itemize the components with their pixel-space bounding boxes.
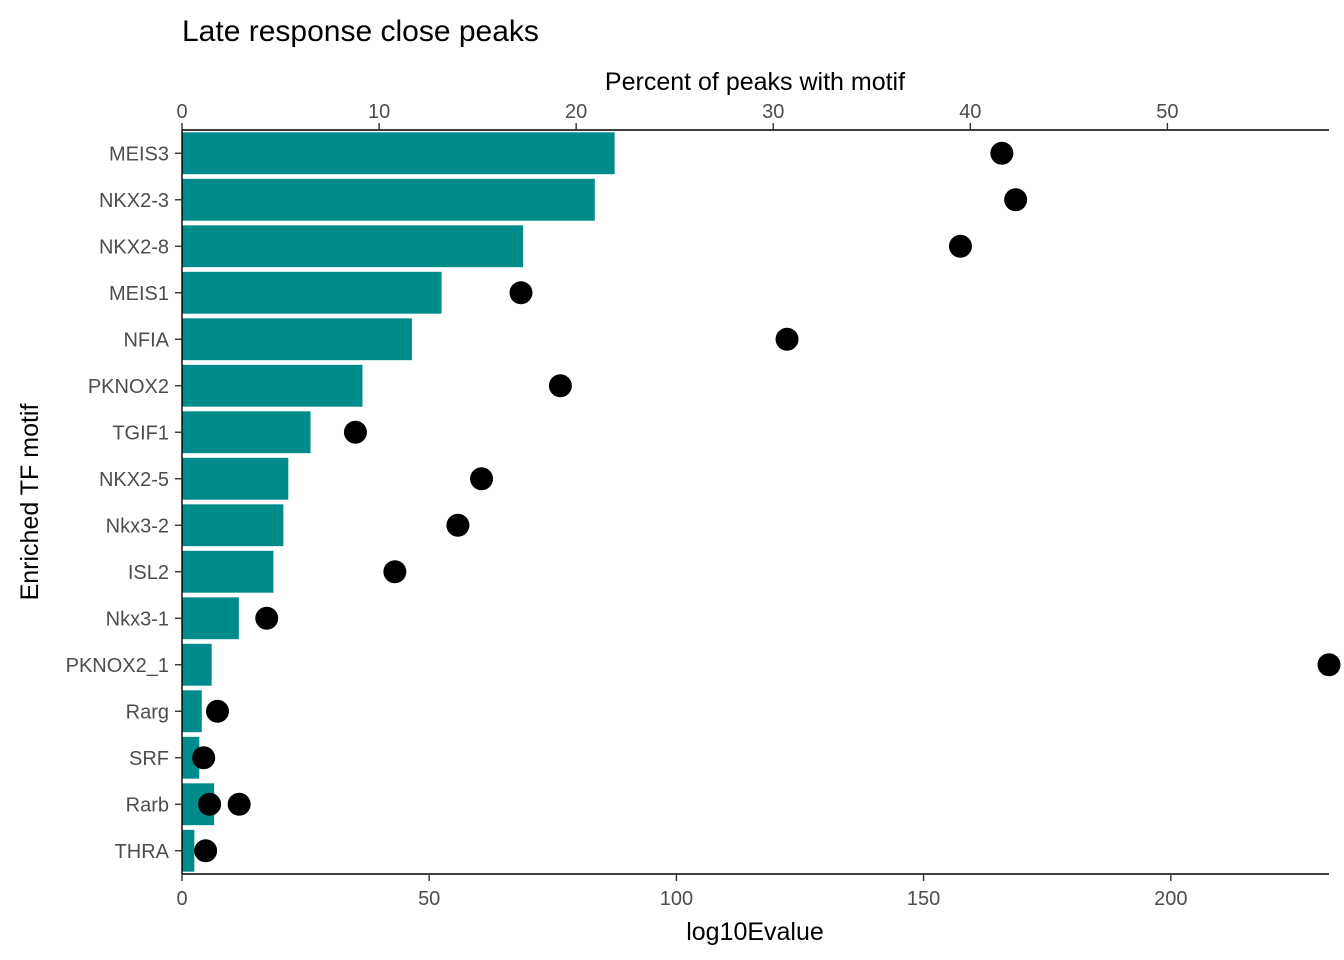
bar-nkx2-3 (182, 178, 595, 221)
bar-srf (182, 736, 200, 779)
y-tick-label-tgif1: TGIF1 (112, 422, 169, 444)
bar-nkx3-1 (182, 597, 239, 640)
y-tick-label-isl2: ISL2 (128, 562, 169, 584)
point-nkx2-5-7 (470, 467, 494, 491)
y-tick-label-nkx2-3: NKX2-3 (99, 190, 169, 212)
point-meis1-3 (509, 281, 533, 305)
bottom-tick-label-150: 150 (907, 888, 940, 910)
top-axis-title: Percent of peaks with motif (605, 68, 905, 96)
bar-meis1 (182, 271, 442, 314)
bar-rarg (182, 690, 202, 733)
bar-thra (182, 829, 195, 872)
bottom-axis-title: log10Evalue (686, 918, 824, 946)
y-tick-label-nkx3-1: Nkx3-1 (106, 608, 169, 630)
top-tick-label-0: 0 (176, 101, 187, 123)
y-tick-label-rarb: Rarb (126, 794, 169, 816)
bar-layer (182, 132, 615, 872)
bar-nkx2-8 (182, 225, 524, 268)
y-tick-label-nkx2-5: NKX2-5 (99, 469, 169, 491)
y-tick-label-nkx3-2: Nkx3-2 (106, 515, 169, 537)
y-tick-label-meis1: MEIS1 (109, 283, 169, 305)
point-rarg-12 (205, 699, 229, 723)
point-srf-13 (192, 746, 216, 770)
point-isl2-9 (383, 560, 407, 584)
point-rarb-15 (227, 792, 251, 816)
bottom-tick-label-200: 200 (1154, 888, 1187, 910)
point-meis3-0 (990, 141, 1014, 165)
point-nfia-4 (775, 327, 799, 351)
point-thra-16 (194, 839, 218, 863)
y-tick-label-thra: THRA (115, 841, 170, 863)
bar-pknox2-1 (182, 643, 212, 686)
bar-nkx3-2 (182, 504, 284, 547)
y-tick-label-nkx2-8: NKX2-8 (99, 236, 169, 258)
bar-nkx2-5 (182, 457, 289, 500)
point-pknox2-1-11 (1317, 653, 1341, 677)
top-tick-label-40: 40 (959, 101, 981, 123)
bar-isl2 (182, 550, 274, 593)
point-nkx3-2-8 (446, 513, 470, 537)
bar-meis3 (182, 132, 615, 175)
point-nkx2-3-1 (1004, 188, 1028, 212)
point-tgif1-6 (343, 420, 367, 444)
y-tick-label-rarg: Rarg (126, 701, 169, 723)
point-layer (192, 141, 1341, 863)
chart-title: Late response close peaks (182, 15, 539, 48)
bottom-tick-label-50: 50 (418, 888, 440, 910)
top-tick-label-10: 10 (368, 101, 390, 123)
bottom-tick-label-100: 100 (660, 888, 693, 910)
top-tick-label-50: 50 (1156, 101, 1178, 123)
point-rarb-14 (198, 792, 222, 816)
axes-layer: 0 50 100 150 200 0 10 20 30 40 50 MEIS3 NKX2-3 NKX2-8… (66, 101, 1329, 910)
y-axis-title: Enriched TF motif (16, 404, 44, 601)
top-tick-label-30: 30 (762, 101, 784, 123)
top-tick-label-20: 20 (565, 101, 587, 123)
bar-tgif1 (182, 411, 311, 454)
point-nkx2-8-2 (948, 234, 972, 258)
y-tick-label-meis3: MEIS3 (109, 143, 169, 165)
y-tick-label-nfia: NFIA (123, 329, 169, 351)
point-nkx3-1-10 (255, 606, 279, 630)
point-pknox2-5 (548, 374, 572, 398)
y-tick-label-pknox2: PKNOX2 (88, 376, 169, 398)
bottom-tick-label-0: 0 (176, 888, 187, 910)
y-tick-label-pknox2-1: PKNOX2_1 (66, 655, 169, 677)
bar-nfia (182, 318, 412, 361)
y-tick-label-srf: SRF (129, 748, 169, 770)
bar-pknox2 (182, 364, 363, 407)
